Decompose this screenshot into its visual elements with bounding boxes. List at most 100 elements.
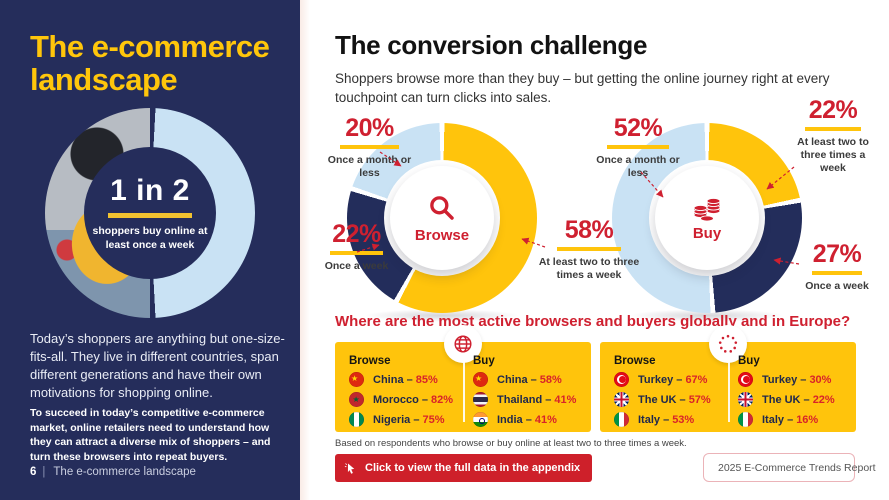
page-title: The conversion challenge [335, 30, 648, 60]
stat-row: China –85% [349, 371, 457, 388]
stat-row: The UK –57% [614, 391, 722, 408]
flag-icon [614, 392, 629, 407]
callout-percent: 27% [812, 240, 862, 268]
stat-center: 1 in 2 shoppers buy online at least once… [84, 147, 216, 279]
sidebar-paragraph-1: Today’s shoppers are anything but one-si… [30, 331, 285, 400]
page-number: 6 [30, 466, 37, 478]
stat-row: The UK –22% [738, 391, 846, 408]
country-label: The UK –57% [638, 393, 711, 406]
globe-icon [444, 325, 482, 363]
percent-value: 85% [415, 373, 438, 386]
country-label: China –58% [497, 373, 562, 386]
country-label: China –85% [373, 373, 438, 386]
callout-caption: At least two to three times a week [797, 136, 869, 175]
box-divider [463, 358, 465, 422]
footnote: Based on respondents who browse or buy o… [335, 438, 687, 449]
country-label: Italy –53% [638, 413, 695, 426]
flag-icon [473, 412, 488, 427]
stat-row: Italy –16% [738, 411, 846, 428]
stat-row: Morocco –82% [349, 391, 457, 408]
europe-stats-box: Browse Turkey –67% The UK –57% Italy –53… [600, 325, 856, 432]
stat-donut: 1 in 2 shoppers buy online at least once… [45, 108, 255, 318]
callout-percent: 20% [345, 114, 394, 142]
chart-callout: 20% Once a month or less [322, 116, 417, 180]
column-header-buy: Buy [473, 355, 495, 367]
percent-value: 58% [539, 373, 562, 386]
column-header-buy: Buy [738, 355, 760, 367]
country-label: India –41% [497, 413, 557, 426]
callout-percent: 52% [613, 114, 663, 142]
stat-underline [108, 212, 192, 218]
percent-value: 57% [688, 393, 711, 406]
flag-icon [473, 392, 488, 407]
section-heading: Where are the most active browsers and b… [335, 313, 851, 330]
callout-caption: Once a month or less [327, 154, 412, 180]
stat-value: 1 in 2 [110, 173, 190, 207]
percent-value: 53% [672, 413, 695, 426]
buy-column: Buy Turkey –30% The UK –22% Italy –16% [722, 355, 846, 427]
callout-caption: Once a week [805, 280, 869, 292]
report-search[interactable]: 2025 E-Commerce Trends Report [703, 453, 876, 482]
browse-column: Browse China –85% Morocco –82% Nigeria –… [349, 355, 457, 427]
footer-label: The e-commerce landscape [53, 466, 196, 478]
donut-chart-browse: Browse [347, 123, 537, 313]
callout-caption: Once a month or less [596, 154, 680, 180]
flag-icon [738, 372, 753, 387]
appendix-button[interactable]: Click to view the full data in the appen… [335, 454, 593, 482]
percent-value: 22% [812, 393, 835, 406]
callout-underline [340, 145, 399, 149]
cursor-icon [344, 462, 355, 474]
chart-center-label: Browse [414, 227, 470, 244]
callout-underline [557, 247, 621, 251]
chart-center-label: Buy [692, 225, 722, 242]
flag-icon [738, 412, 753, 427]
flag-icon [614, 412, 629, 427]
callout-underline [805, 127, 861, 131]
percent-value: 67% [685, 373, 708, 386]
chart-center-browse: Browse [390, 166, 494, 270]
callout-percent: 22% [808, 96, 858, 124]
country-label: Morocco –82% [373, 393, 454, 406]
box-divider [728, 358, 730, 422]
sidebar: The e-commerce landscape 1 in 2 shoppers… [0, 0, 300, 500]
appendix-button-label: Click to view the full data in the appen… [365, 462, 581, 474]
callout-caption: At least two to three times a week [538, 256, 640, 282]
percent-value: 41% [534, 413, 557, 426]
country-label: Thailand –41% [497, 393, 577, 406]
flag-icon [473, 372, 488, 387]
callout-underline [330, 251, 383, 255]
callout-caption: Once a week [324, 260, 389, 272]
flag-icon [349, 412, 364, 427]
percent-value: 30% [809, 373, 832, 386]
percent-value: 16% [796, 413, 819, 426]
country-label: Italy –16% [762, 413, 819, 426]
percent-value: 75% [422, 413, 445, 426]
page-subtitle: Shoppers browse more than they buy – but… [335, 71, 830, 105]
percent-value: 82% [431, 393, 454, 406]
flag-icon [738, 392, 753, 407]
browse-column: Browse Turkey –67% The UK –57% Italy –53… [614, 355, 722, 427]
eu-stars-icon [709, 325, 747, 363]
main-content: The conversion challenge Shoppers browse… [300, 0, 889, 500]
chart-center-buy: Buy [655, 166, 759, 270]
buy-column: Buy China –58% Thailand –41% India –41% [457, 355, 581, 427]
percent-value: 41% [554, 393, 577, 406]
search-label: 2025 E-Commerce Trends Report [718, 461, 876, 474]
callout-underline [607, 145, 669, 149]
stat-row: Italy –53% [614, 411, 722, 428]
chart-callout: 22% At least two to three times a week [788, 98, 878, 175]
stat-row: China –58% [473, 371, 581, 388]
flag-icon [349, 392, 364, 407]
stat-row: Turkey –67% [614, 371, 722, 388]
country-label: Turkey –67% [638, 373, 708, 386]
coins-icon [693, 197, 721, 222]
chart-callout: 52% Once a month or less [588, 116, 688, 180]
footer-divider: | [42, 466, 46, 478]
stat-caption: shoppers buy online at least once a week [92, 224, 208, 251]
chart-shadow [362, 309, 522, 322]
chart-callout: 27% Once a week [796, 242, 878, 293]
column-header-browse: Browse [349, 355, 391, 367]
flag-icon [349, 372, 364, 387]
flag-icon [614, 372, 629, 387]
